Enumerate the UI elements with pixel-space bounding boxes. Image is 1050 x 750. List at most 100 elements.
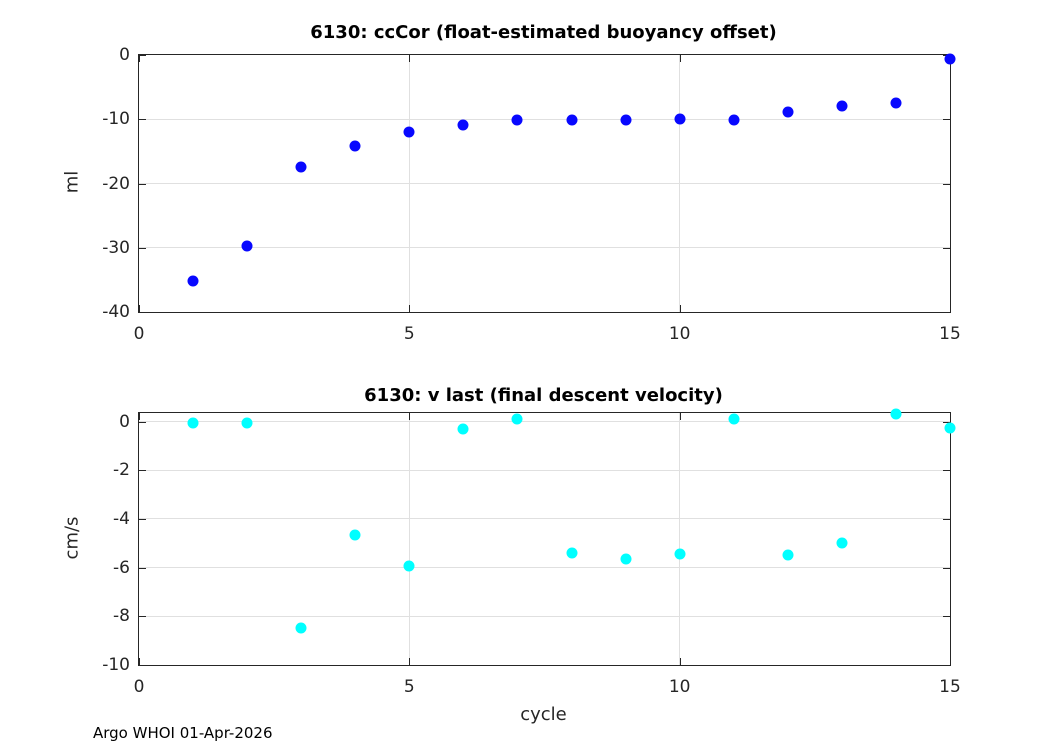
x-gridline xyxy=(679,55,681,312)
x-tick-mark xyxy=(409,413,411,420)
data-point xyxy=(349,140,361,152)
data-point xyxy=(187,275,199,287)
y-tick-mark xyxy=(943,665,950,666)
data-point xyxy=(620,114,632,126)
y-tick-mark xyxy=(943,119,950,121)
x-tick-label: 15 xyxy=(939,677,961,697)
x-gridline xyxy=(408,413,410,665)
y-tick-label: -20 xyxy=(102,173,130,194)
y-tick-mark xyxy=(139,616,146,618)
x-tick-mark xyxy=(679,305,681,312)
y-tick-mark xyxy=(139,55,146,56)
x-gridline xyxy=(679,413,681,665)
figure-footer: Argo WHOI 01-Apr-2026 xyxy=(93,724,273,742)
bottom-plot-axes: 0 5 10 15 0 -2 -4 -6 -8 -10 xyxy=(102,408,961,697)
x-tick-label: 10 xyxy=(668,677,691,697)
data-point xyxy=(241,417,253,429)
y-tick-label: -2 xyxy=(113,460,130,481)
data-point xyxy=(620,553,632,565)
data-point xyxy=(566,114,578,126)
data-point xyxy=(836,100,848,112)
y-tick-label: 0 xyxy=(119,45,130,65)
x-tick-mark xyxy=(679,55,681,62)
x-tick-mark xyxy=(409,658,411,665)
y-gridline xyxy=(139,118,950,120)
x-tick-mark xyxy=(139,55,140,62)
y-tick-mark xyxy=(139,567,146,569)
y-tick-label: -30 xyxy=(102,237,130,258)
y-tick-label: -4 xyxy=(113,508,130,529)
y-gridline xyxy=(139,247,950,249)
x-tick-mark xyxy=(409,305,411,312)
data-point xyxy=(511,114,523,126)
y-tick-label: -6 xyxy=(113,557,130,578)
y-gridline xyxy=(139,518,950,520)
data-point xyxy=(944,53,956,65)
data-point xyxy=(566,547,578,559)
top-plot-title: 6130: ccCor (float-estimated buoyancy of… xyxy=(310,22,777,43)
x-tick-label: 0 xyxy=(133,677,145,697)
y-gridline xyxy=(139,183,950,184)
data-point xyxy=(674,113,686,125)
x-tick-mark xyxy=(679,413,681,420)
data-point xyxy=(674,548,686,560)
data-point xyxy=(511,413,523,425)
x-tick-label: 0 xyxy=(133,324,145,344)
y-tick-label: 0 xyxy=(119,411,130,432)
y-tick-label: -10 xyxy=(102,655,130,675)
y-tick-mark xyxy=(943,616,950,618)
y-tick-mark xyxy=(943,183,950,185)
y-tick-label: -10 xyxy=(102,109,130,130)
x-axis-label: cycle xyxy=(520,704,567,725)
y-tick-mark xyxy=(943,421,950,423)
x-tick-label: 5 xyxy=(403,324,415,344)
y-tick-mark xyxy=(139,665,146,666)
data-point xyxy=(457,119,469,131)
x-tick-mark xyxy=(139,305,140,312)
data-point xyxy=(944,422,956,434)
y-tick-mark xyxy=(943,312,950,313)
data-point xyxy=(728,413,740,425)
data-point xyxy=(349,529,361,541)
data-point xyxy=(403,560,415,572)
y-tick-mark xyxy=(139,421,146,423)
y-tick-mark xyxy=(943,470,950,472)
y-tick-mark xyxy=(139,119,146,121)
x-tick-label: 5 xyxy=(403,677,415,697)
y-tick-mark xyxy=(139,183,146,185)
data-point xyxy=(782,106,794,118)
y-tick-mark xyxy=(943,567,950,569)
x-tick-mark xyxy=(139,658,140,665)
data-point xyxy=(836,537,848,549)
y-tick-mark xyxy=(139,247,146,249)
x-tick-label: 10 xyxy=(668,324,691,344)
top-plot-axes: 0 5 10 15 0 -10 -20 -30 -40 xyxy=(102,45,961,344)
x-tick-mark xyxy=(950,413,951,420)
bottom-plot-title: 6130: v last (final descent velocity) xyxy=(364,385,723,406)
data-point xyxy=(241,240,253,252)
x-tick-mark xyxy=(409,55,411,62)
x-gridline xyxy=(408,55,410,312)
data-point xyxy=(295,161,307,173)
data-point xyxy=(295,622,307,634)
data-point xyxy=(728,114,740,126)
data-point xyxy=(457,423,469,435)
y-gridline xyxy=(139,421,950,423)
x-tick-mark xyxy=(950,658,951,665)
x-tick-mark xyxy=(139,413,140,420)
y-gridline xyxy=(139,615,950,617)
data-point xyxy=(890,97,902,109)
x-tick-mark xyxy=(679,658,681,665)
x-tick-mark xyxy=(950,305,951,312)
data-point xyxy=(890,408,902,420)
data-point xyxy=(782,549,794,561)
y-tick-mark xyxy=(139,312,146,313)
y-tick-mark xyxy=(139,470,146,472)
y-tick-mark xyxy=(943,247,950,249)
x-tick-label: 15 xyxy=(939,324,961,344)
y-gridline xyxy=(139,567,950,569)
y-tick-label: -40 xyxy=(102,302,130,322)
y-tick-mark xyxy=(139,518,146,520)
data-point xyxy=(187,417,199,429)
